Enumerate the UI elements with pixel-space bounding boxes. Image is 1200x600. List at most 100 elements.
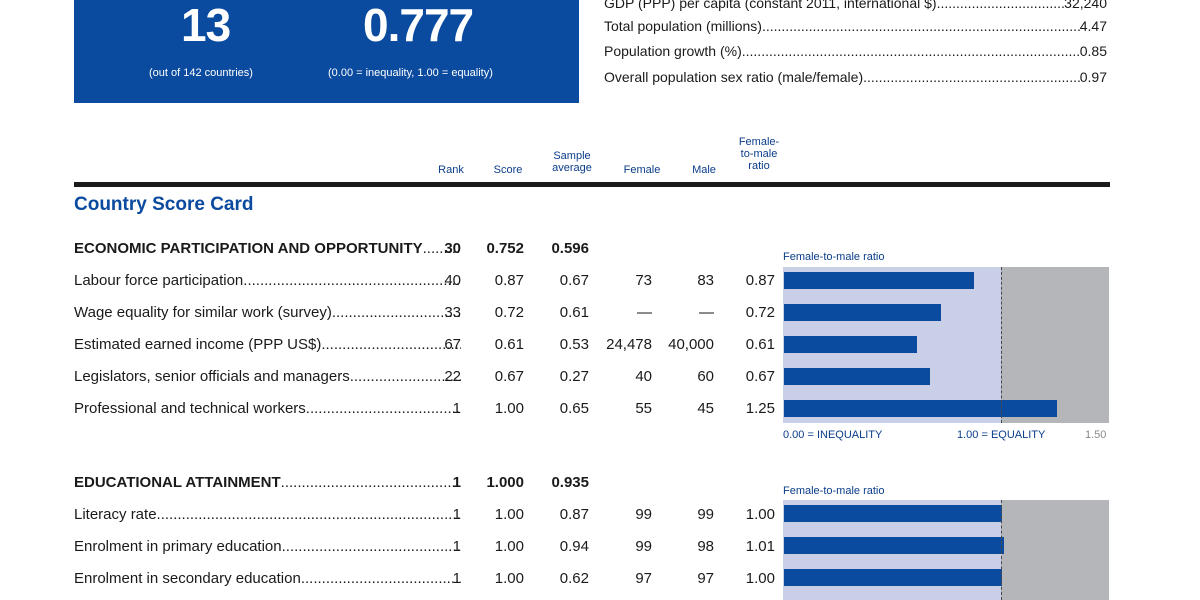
indicator-rank: 1 xyxy=(452,506,461,523)
indicator-ratio: 1.00 xyxy=(745,570,775,587)
axis-label-max: 1.50 xyxy=(1085,429,1107,441)
ratio-bar xyxy=(784,569,1002,586)
column-header-score: Score xyxy=(493,164,523,176)
indicator-male: 99 xyxy=(697,506,714,523)
indicator-score: 1.00 xyxy=(494,538,524,555)
indicator-label: Enrolment in secondary education xyxy=(74,568,461,590)
indicator-score: 1.00 xyxy=(494,400,524,417)
indicator-male: — xyxy=(699,304,714,321)
global-rank: 13 xyxy=(181,0,231,51)
education-subindex-row: EDUCATIONAL ATTAINMENT 1 1.000 0.935 xyxy=(74,472,594,494)
indicator-population-growth: Population growth (%)0.85 xyxy=(604,41,1107,61)
score-note: (0.00 = inequality, 1.00 = equality) xyxy=(328,67,493,79)
indicator-score: 1.00 xyxy=(494,570,524,587)
indicator-rank: 40 xyxy=(444,272,461,289)
indicator-ratio: 0.67 xyxy=(745,368,775,385)
indicator-ratio: 1.00 xyxy=(745,506,775,523)
column-header-ratio: Female-to-male ratio xyxy=(738,136,780,172)
indicator-row: Enrolment in secondary education1 1.00 0.6… xyxy=(74,568,794,590)
indicator-label: Literacy rate xyxy=(74,504,461,526)
indicator-rank: 33 xyxy=(444,304,461,321)
indicator-female: 73 xyxy=(635,272,652,289)
education-chart-caption: Female-to-male ratio xyxy=(783,485,885,497)
indicator-male: 98 xyxy=(697,538,714,555)
indicator-row: Literacy rate1 1.00 0.87 99 99 1.00 xyxy=(74,504,794,526)
indicator-rank: 1 xyxy=(452,400,461,417)
indicator-female: — xyxy=(637,304,652,321)
indicator-sample-average: 0.61 xyxy=(559,304,589,321)
indicator-ratio: 0.72 xyxy=(745,304,775,321)
indicator-label: Wage equality for similar work (survey) xyxy=(74,302,461,324)
ratio-bar xyxy=(784,400,1057,417)
axis-label-equality: 1.00 = EQUALITY xyxy=(957,429,1046,441)
indicator-rank: 1 xyxy=(452,538,461,555)
ratio-bar xyxy=(784,537,1004,554)
indicator-row: Labour force participation40 0.87 0.67 73 83… xyxy=(74,270,794,292)
indicator-female: 99 xyxy=(635,506,652,523)
indicator-sex-ratio: Overall population sex ratio (male/femal… xyxy=(604,67,1107,87)
ratio-bar xyxy=(784,368,930,385)
indicator-row: Legislators, senior officials and manage… xyxy=(74,366,794,388)
chart-above-equality-region xyxy=(1001,267,1109,423)
indicator-rank: 1 xyxy=(452,570,461,587)
indicator-sample-average: 0.65 xyxy=(559,400,589,417)
indicator-label: Labour force participation xyxy=(74,270,461,292)
overall-score: 0.777 xyxy=(363,0,474,51)
page-title: Country Score Card xyxy=(74,194,254,215)
indicator-sample-average: 0.67 xyxy=(559,272,589,289)
column-header-male: Male xyxy=(692,164,716,176)
indicator-row: Wage equality for similar work (survey)3… xyxy=(74,302,794,324)
equality-line xyxy=(1001,267,1002,423)
indicator-row: Enrolment in primary education1 1.00 0.94 9… xyxy=(74,536,794,558)
column-header-rank: Rank xyxy=(438,164,464,176)
indicator-ratio: 1.01 xyxy=(745,538,775,555)
indicator-sample-average: 0.62 xyxy=(559,570,589,587)
indicator-score: 0.87 xyxy=(494,272,524,289)
rank-note: (out of 142 countries) xyxy=(149,67,253,79)
indicator-score: 0.61 xyxy=(494,336,524,353)
indicator-male: 40,000 xyxy=(668,336,714,353)
indicator-male: 60 xyxy=(697,368,714,385)
indicator-score: 1.00 xyxy=(494,506,524,523)
indicator-sample-average: 0.27 xyxy=(559,368,589,385)
economic-subindex-row: ECONOMIC PARTICIPATION AND OPPORTUNITY 3… xyxy=(74,238,594,260)
ratio-bar xyxy=(784,304,941,321)
axis-label-inequality: 0.00 = INEQUALITY xyxy=(783,429,883,441)
ratio-bar xyxy=(784,272,974,289)
indicator-ratio: 0.87 xyxy=(745,272,775,289)
rank-box: 13 0.777 (out of 142 countries) (0.00 = … xyxy=(74,0,579,103)
header-rule xyxy=(74,182,1110,187)
indicator-female: 40 xyxy=(635,368,652,385)
indicator-population: Total population (millions)4.47 xyxy=(604,16,1107,36)
indicator-female: 24,478 xyxy=(606,336,652,353)
indicator-label: Professional and technical workers xyxy=(74,398,461,420)
indicator-rank: 22 xyxy=(444,368,461,385)
indicator-label: Legislators, senior officials and manage… xyxy=(74,366,461,388)
equality-line xyxy=(1001,500,1002,600)
indicator-score: 0.67 xyxy=(494,368,524,385)
indicator-male: 83 xyxy=(697,272,714,289)
indicator-female: 97 xyxy=(635,570,652,587)
indicator-female: 99 xyxy=(635,538,652,555)
ratio-bar xyxy=(784,505,1002,522)
column-header-female: Female xyxy=(623,164,661,176)
indicator-ratio: 1.25 xyxy=(745,400,775,417)
indicator-label: Enrolment in primary education xyxy=(74,536,461,558)
column-header-sample: Sample average xyxy=(552,150,592,174)
indicator-row: Professional and technical workers1 1.00 0… xyxy=(74,398,794,420)
indicator-sample-average: 0.53 xyxy=(559,336,589,353)
indicator-score: 0.72 xyxy=(494,304,524,321)
indicator-row: Estimated earned income (PPP US$)67 0.61 0… xyxy=(74,334,794,356)
indicator-male: 45 xyxy=(697,400,714,417)
indicator-sample-average: 0.87 xyxy=(559,506,589,523)
economic-chart-caption: Female-to-male ratio xyxy=(783,251,885,263)
indicator-gdp: GDP (PPP) per capita (constant 2011, int… xyxy=(604,0,1107,13)
chart-above-equality-region xyxy=(1001,500,1109,600)
indicator-male: 97 xyxy=(697,570,714,587)
indicator-label: Estimated earned income (PPP US$) xyxy=(74,334,461,356)
ratio-bar xyxy=(784,336,917,353)
indicator-ratio: 0.61 xyxy=(745,336,775,353)
indicator-female: 55 xyxy=(635,400,652,417)
indicator-rank: 67 xyxy=(444,336,461,353)
indicator-sample-average: 0.94 xyxy=(559,538,589,555)
